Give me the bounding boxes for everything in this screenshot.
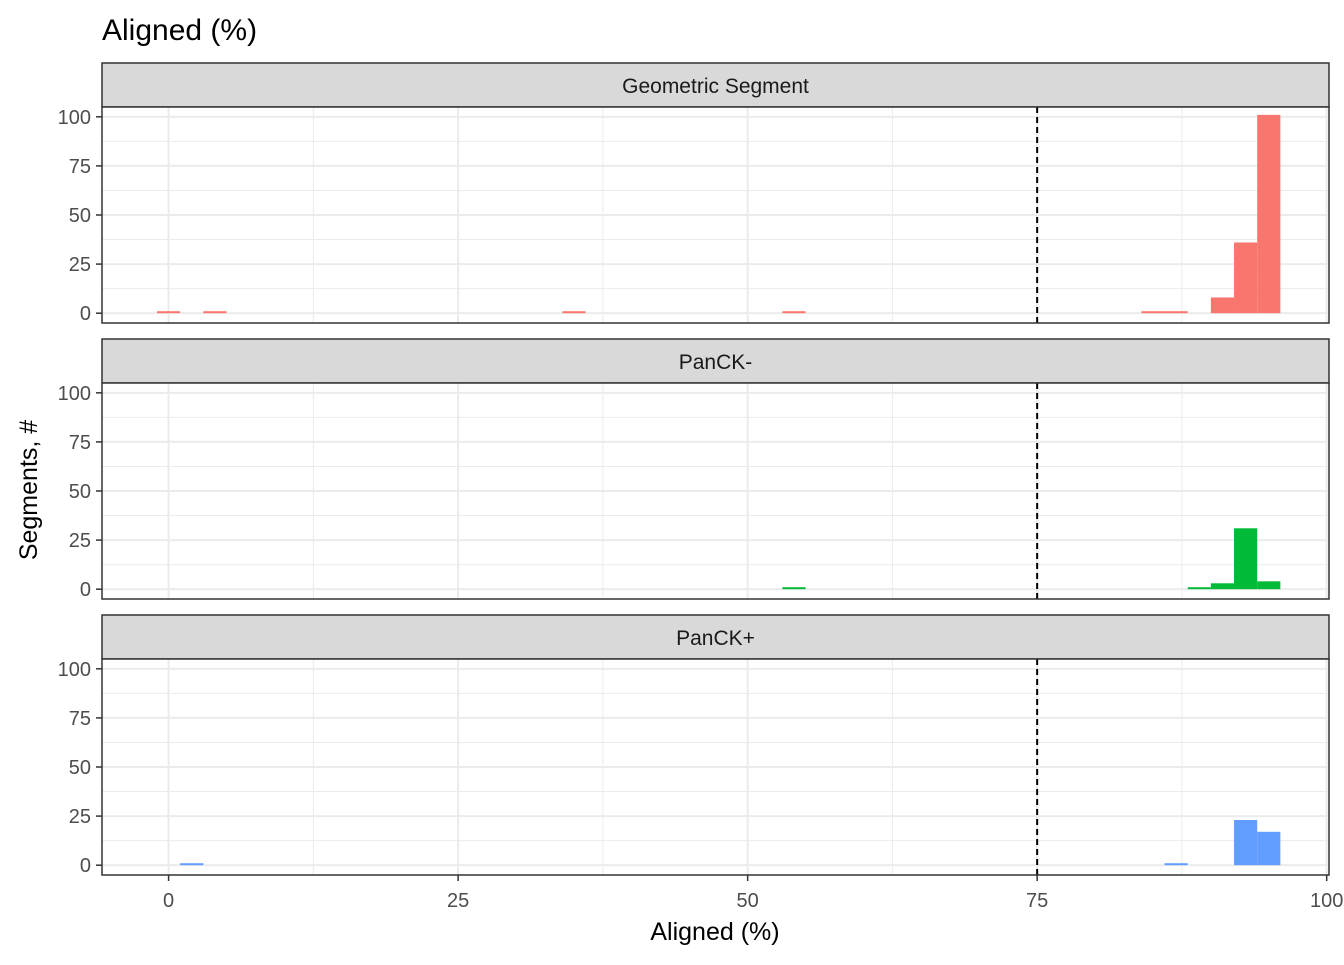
x-tick-label: 25 — [447, 890, 469, 912]
y-tick-label: 25 — [69, 530, 91, 552]
y-tick-label: 75 — [69, 708, 91, 730]
histogram-bar — [1210, 583, 1235, 590]
histogram-bar — [1257, 114, 1281, 314]
histogram-bar — [782, 587, 806, 590]
histogram-bar — [782, 311, 806, 314]
y-tick-label: 50 — [69, 757, 91, 779]
histogram-bar — [180, 863, 204, 866]
y-tick-label: 0 — [80, 855, 91, 877]
facet-panels: Geometric Segment 0 25 50 75 100 PanCK- 0 25 50 75… — [58, 62, 1330, 877]
x-tick-label: 100 — [1310, 890, 1343, 912]
y-tick-label: 25 — [69, 254, 91, 276]
y-tick-label: 50 — [69, 481, 91, 503]
y-tick-label: 100 — [58, 659, 91, 681]
histogram-bar — [1141, 311, 1165, 314]
y-axis-title: Segments, # — [15, 420, 43, 560]
x-tick-label: 75 — [1026, 890, 1048, 912]
x-tick-label: 0 — [163, 890, 174, 912]
y-tick-label: 100 — [58, 107, 91, 129]
facet-strip — [101, 338, 1330, 384]
histogram-bar — [1234, 242, 1258, 314]
y-tick-label: 75 — [69, 156, 91, 178]
y-tick-label: 75 — [69, 432, 91, 454]
facet-panel: Geometric Segment 0 25 50 75 100 — [58, 62, 1330, 325]
facet-strip-label: Geometric Segment — [622, 75, 809, 98]
facet-strip-label: PanCK+ — [676, 627, 755, 650]
histogram-bar — [203, 311, 227, 314]
x-axis-title: Aligned (%) — [650, 918, 779, 946]
histogram-bar — [1187, 587, 1211, 590]
y-tick-label: 0 — [80, 579, 91, 601]
histogram-bar — [562, 311, 586, 314]
histogram-bar — [1164, 863, 1188, 866]
facet-panel: PanCK+ 0 25 50 75 100 — [58, 614, 1330, 877]
facet-strip — [101, 614, 1330, 660]
histogram-bar — [1234, 820, 1258, 866]
x-tick-label: 50 — [737, 890, 759, 912]
facet-strip-label: PanCK- — [679, 351, 753, 374]
histogram-bar — [1164, 311, 1188, 314]
facet-panel: PanCK- 0 25 50 75 100 — [58, 338, 1330, 601]
histogram-bar — [1210, 297, 1235, 314]
histogram-bar — [1234, 528, 1258, 590]
y-tick-label: 0 — [80, 303, 91, 325]
histogram-bar — [157, 311, 181, 314]
y-tick-label: 50 — [69, 205, 91, 227]
chart-title: Aligned (%) — [102, 14, 257, 47]
y-tick-label: 100 — [58, 383, 91, 405]
histogram-bar — [1257, 581, 1281, 590]
x-axis: 0 25 50 75 100 — [163, 875, 1343, 912]
facet-strip — [101, 62, 1330, 108]
y-tick-label: 25 — [69, 806, 91, 828]
histogram-bar — [1257, 831, 1281, 866]
